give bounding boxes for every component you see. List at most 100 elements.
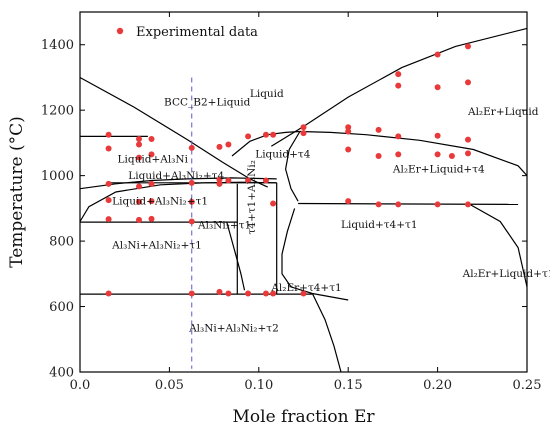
- data-point: [300, 290, 307, 297]
- data-point: [345, 128, 352, 135]
- data-point: [395, 82, 402, 89]
- boundary-liquidus-al3ni: [79, 76, 268, 188]
- data-point: [434, 84, 441, 91]
- phase-label-al2er-liquid-t1: Al₂Er+Liquid+τ1: [462, 268, 550, 280]
- data-point: [464, 79, 471, 86]
- data-point: [395, 71, 402, 78]
- data-point: [395, 151, 402, 158]
- phase-label-t4-t1-al3ni2: τ4+τ1+Al₃Ni₂: [246, 160, 258, 234]
- phase-label-liquid-al3ni: Liquid+Al₃Ni: [118, 154, 189, 166]
- data-point: [188, 144, 195, 151]
- data-point: [216, 176, 223, 183]
- data-point: [345, 198, 352, 205]
- boundary-iso-912: [298, 202, 519, 205]
- y-tick-label: 1400: [41, 38, 74, 53]
- data-point: [148, 198, 155, 205]
- data-point: [270, 131, 277, 138]
- y-tick-label: 600: [49, 300, 74, 315]
- data-point: [464, 201, 471, 208]
- data-point: [245, 133, 252, 140]
- data-point: [105, 216, 112, 223]
- data-point: [270, 200, 277, 207]
- data-point: [448, 153, 455, 159]
- data-point: [225, 177, 232, 184]
- data-point: [136, 183, 143, 190]
- x-tick-label: 0.0: [70, 378, 91, 393]
- data-point: [136, 198, 143, 205]
- legend-marker: [116, 27, 124, 35]
- phase-label-al3ni2-t1: Al₃Ni₂+τ1: [197, 220, 251, 232]
- data-point: [434, 51, 441, 58]
- phase-label-bcc-b2-liquid: BCC_B2+Liquid: [164, 96, 251, 108]
- y-tick-label: 1000: [41, 169, 74, 184]
- phase-label-al3ni-al3ni2-t1: Al₃Ni+Al₃Ni₂+τ1: [111, 239, 202, 251]
- legend-label: Experimental data: [136, 25, 258, 40]
- data-point: [300, 124, 307, 131]
- data-point: [216, 143, 223, 150]
- boundary-drop-curve: [311, 293, 342, 373]
- data-point: [464, 136, 471, 143]
- phase-label-al2er-liquid: Al₂Er+Liquid: [467, 106, 539, 118]
- data-point: [262, 290, 269, 297]
- phase-label-liquid-al3ni2-t1: Liquid+Al₃Ni₂+τ1: [112, 195, 208, 207]
- plot-border: [79, 11, 528, 373]
- data-point: [245, 177, 252, 184]
- data-point: [105, 197, 112, 204]
- data-point: [245, 290, 252, 297]
- data-point: [464, 150, 471, 157]
- x-tick-label: 0.20: [423, 378, 452, 393]
- data-point: [148, 135, 155, 142]
- data-point: [216, 288, 223, 295]
- boundary-l-t4-inner-right: [284, 131, 301, 202]
- y-axis-title: Temperature (°C): [7, 116, 27, 268]
- y-tick-label: 1200: [41, 104, 74, 119]
- data-point: [262, 131, 269, 138]
- data-point: [188, 290, 195, 297]
- data-point: [434, 151, 441, 158]
- legend: Experimental data: [116, 25, 258, 40]
- boundary-liquid-t4-top: [299, 130, 528, 177]
- data-point: [136, 135, 143, 142]
- data-point: [225, 290, 232, 297]
- data-point: [345, 124, 352, 131]
- data-point: [434, 132, 441, 139]
- data-point: [136, 216, 143, 223]
- data-point: [136, 141, 143, 148]
- data-point: [375, 126, 382, 133]
- data-point: [375, 153, 382, 159]
- phase-label-liquid-al3ni2-t4: Liquid+Al₃Ni₂+τ4: [128, 170, 224, 182]
- data-point: [105, 290, 112, 297]
- data-point: [136, 154, 143, 161]
- phase-label-liquid-t4-t1: Liquid+τ4+τ1: [341, 219, 417, 231]
- boundary-liquidus-al2er: [270, 27, 528, 147]
- x-tick-label: 0.10: [244, 378, 273, 393]
- data-point: [262, 177, 269, 184]
- x-axis-ticks: 0.0 0.05 0.10 0.15 0.20 0.25: [70, 12, 542, 393]
- data-point: [300, 130, 307, 137]
- boundary-al3ni2-t1-curve: [226, 221, 246, 291]
- data-point: [464, 43, 471, 50]
- data-point: [216, 180, 223, 187]
- data-point: [188, 179, 195, 186]
- data-point: [105, 131, 112, 138]
- phase-label-liquid: Liquid: [250, 88, 284, 100]
- plot-frame: [79, 11, 528, 373]
- x-tick-label: 0.25: [513, 378, 542, 393]
- data-point: [105, 180, 112, 187]
- data-point: [148, 215, 155, 222]
- x-tick-label: 0.15: [334, 378, 363, 393]
- y-tick-label: 400: [49, 366, 74, 381]
- data-point: [434, 201, 441, 208]
- data-point: [105, 145, 112, 152]
- data-point: [148, 151, 155, 158]
- data-point: [188, 218, 195, 225]
- x-axis-title: Mole fraction Er: [232, 407, 375, 427]
- experimental-points: [105, 43, 471, 297]
- phase-label-al3ni-al3ni2-t2: Al₃Ni+Al₃Ni₂+τ2: [188, 323, 279, 335]
- data-point: [345, 146, 352, 153]
- x-tick-label: 0.05: [155, 378, 184, 393]
- phase-label-al2er-t4-t1: Al₂Er+τ4+τ1: [270, 282, 341, 294]
- data-point: [188, 198, 195, 205]
